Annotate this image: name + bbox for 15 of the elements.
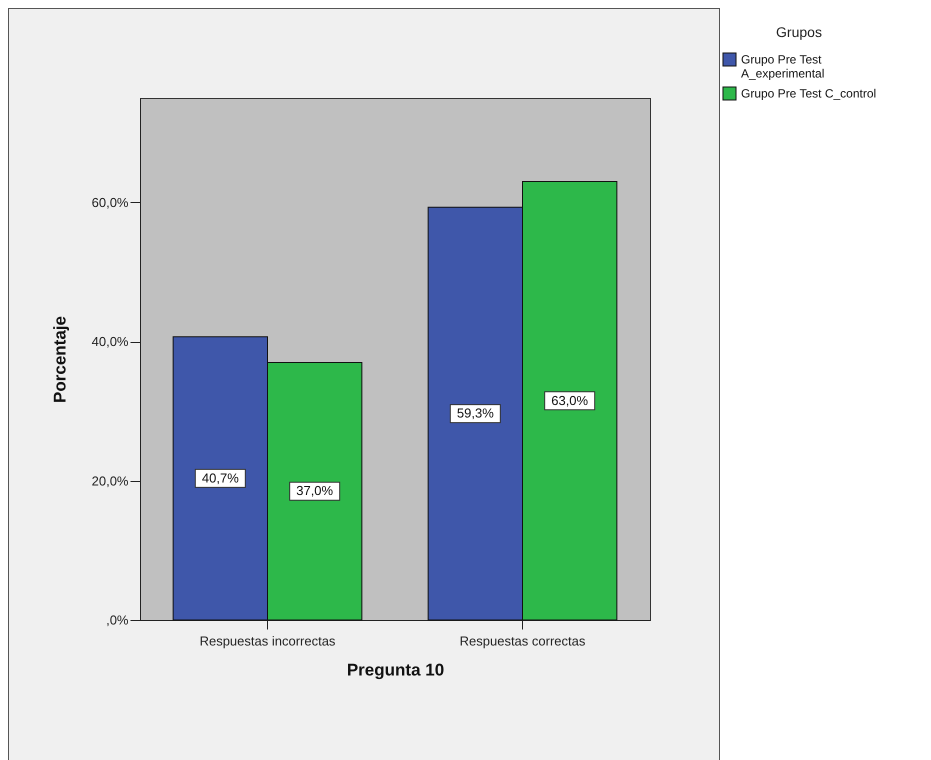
data-label: 40,7% xyxy=(202,470,240,486)
y-axis-title: Porcentaje xyxy=(50,316,70,403)
y-tick-label: 20,0% xyxy=(92,473,129,488)
data-label: 63,0% xyxy=(551,392,589,408)
x-axis-title: Pregunta 10 xyxy=(346,660,444,680)
y-tick-label: ,0% xyxy=(106,612,129,628)
legend-label: Grupo Pre Test C_control xyxy=(741,86,876,100)
legend-title: Grupos xyxy=(776,24,822,40)
x-tick-label: Respuestas incorrectas xyxy=(200,634,336,648)
legend-label: Grupo Pre Test A_experimental xyxy=(741,52,824,80)
y-tick-label: 60,0% xyxy=(92,194,129,210)
y-tick-label: 40,0% xyxy=(92,334,129,350)
data-label: 59,3% xyxy=(456,406,494,421)
data-label: 37,0% xyxy=(296,483,334,498)
x-tick-label: Respuestas correctas xyxy=(460,634,586,648)
